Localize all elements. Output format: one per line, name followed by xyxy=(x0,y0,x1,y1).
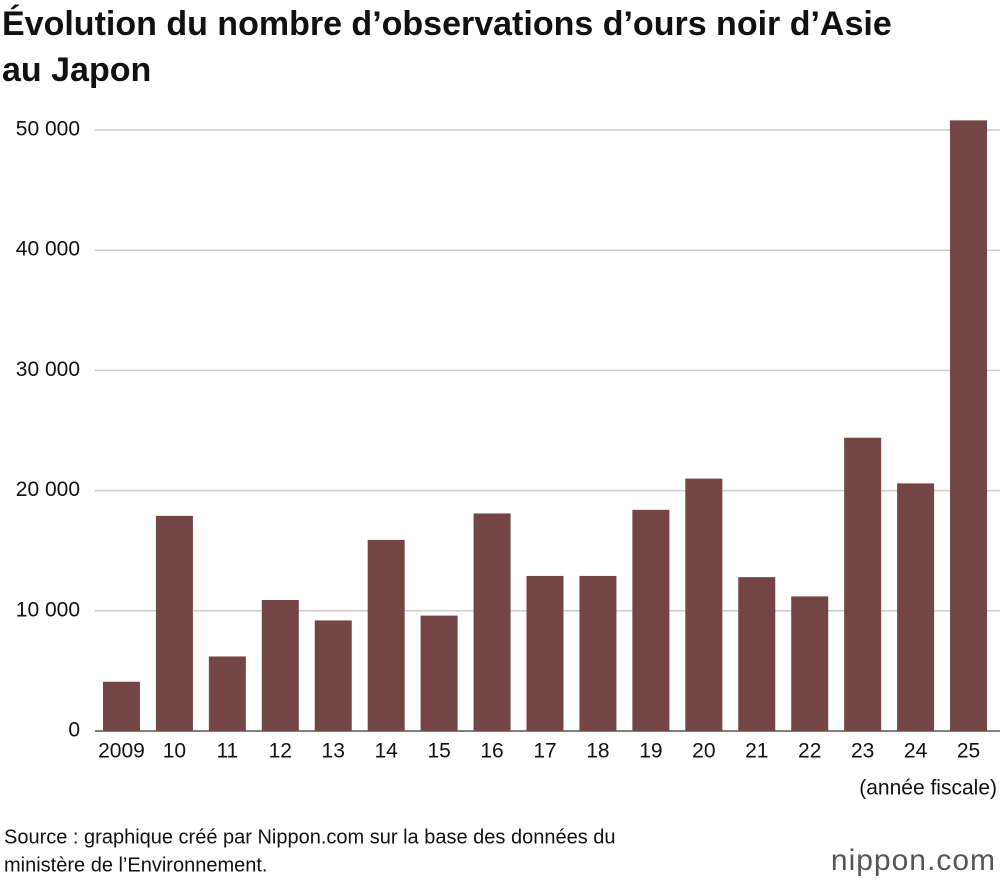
y-tick-label: 20 000 xyxy=(16,478,80,501)
bar xyxy=(208,656,246,731)
x-tick-label: 2009 xyxy=(98,740,145,763)
bar xyxy=(685,478,723,731)
source-line: ministère de l’Environnement. xyxy=(4,854,267,876)
x-tick-label: 18 xyxy=(586,740,609,763)
bar xyxy=(420,615,458,731)
x-tick-label: 13 xyxy=(322,740,345,763)
bar xyxy=(950,120,988,731)
y-tick-label: 50 000 xyxy=(16,118,80,141)
bar xyxy=(632,509,670,731)
bar xyxy=(738,577,776,731)
chart-title-line: au Japon xyxy=(2,51,151,89)
y-tick-label: 40 000 xyxy=(16,238,80,261)
x-tick-label: 14 xyxy=(374,740,398,763)
bar xyxy=(844,437,882,731)
bar xyxy=(367,539,405,731)
x-tick-label: 21 xyxy=(745,740,768,763)
x-tick-label: 24 xyxy=(904,740,928,763)
y-tick-label: 0 xyxy=(68,719,80,742)
bar xyxy=(526,575,564,731)
source-line: Source : graphique créé par Nippon.com s… xyxy=(4,826,616,848)
logo: nippon.com xyxy=(831,844,996,877)
chart-title-line: Évolution du nombre d’observations d’our… xyxy=(2,5,892,43)
bar xyxy=(473,513,511,731)
bar xyxy=(155,515,193,731)
x-tick-label: 19 xyxy=(639,740,662,763)
bar xyxy=(261,599,299,731)
bar xyxy=(579,575,617,731)
x-tick-label: 11 xyxy=(216,740,238,763)
bar xyxy=(791,596,829,731)
x-tick-label: 15 xyxy=(427,740,450,763)
x-tick-label: 17 xyxy=(533,740,556,763)
bar xyxy=(102,681,140,731)
x-axis-label: (année fiscale) xyxy=(859,777,997,800)
y-tick-label: 10 000 xyxy=(16,598,80,621)
bar xyxy=(897,483,935,731)
x-tick-label: 22 xyxy=(798,740,821,763)
x-tick-label: 25 xyxy=(957,740,980,763)
x-tick-label: 23 xyxy=(851,740,874,763)
x-tick-label: 20 xyxy=(692,740,715,763)
y-tick-label: 30 000 xyxy=(16,358,80,381)
x-tick-label: 10 xyxy=(163,740,186,763)
x-tick-label: 16 xyxy=(480,740,503,763)
x-tick-label: 12 xyxy=(269,740,292,763)
bar xyxy=(314,620,352,731)
